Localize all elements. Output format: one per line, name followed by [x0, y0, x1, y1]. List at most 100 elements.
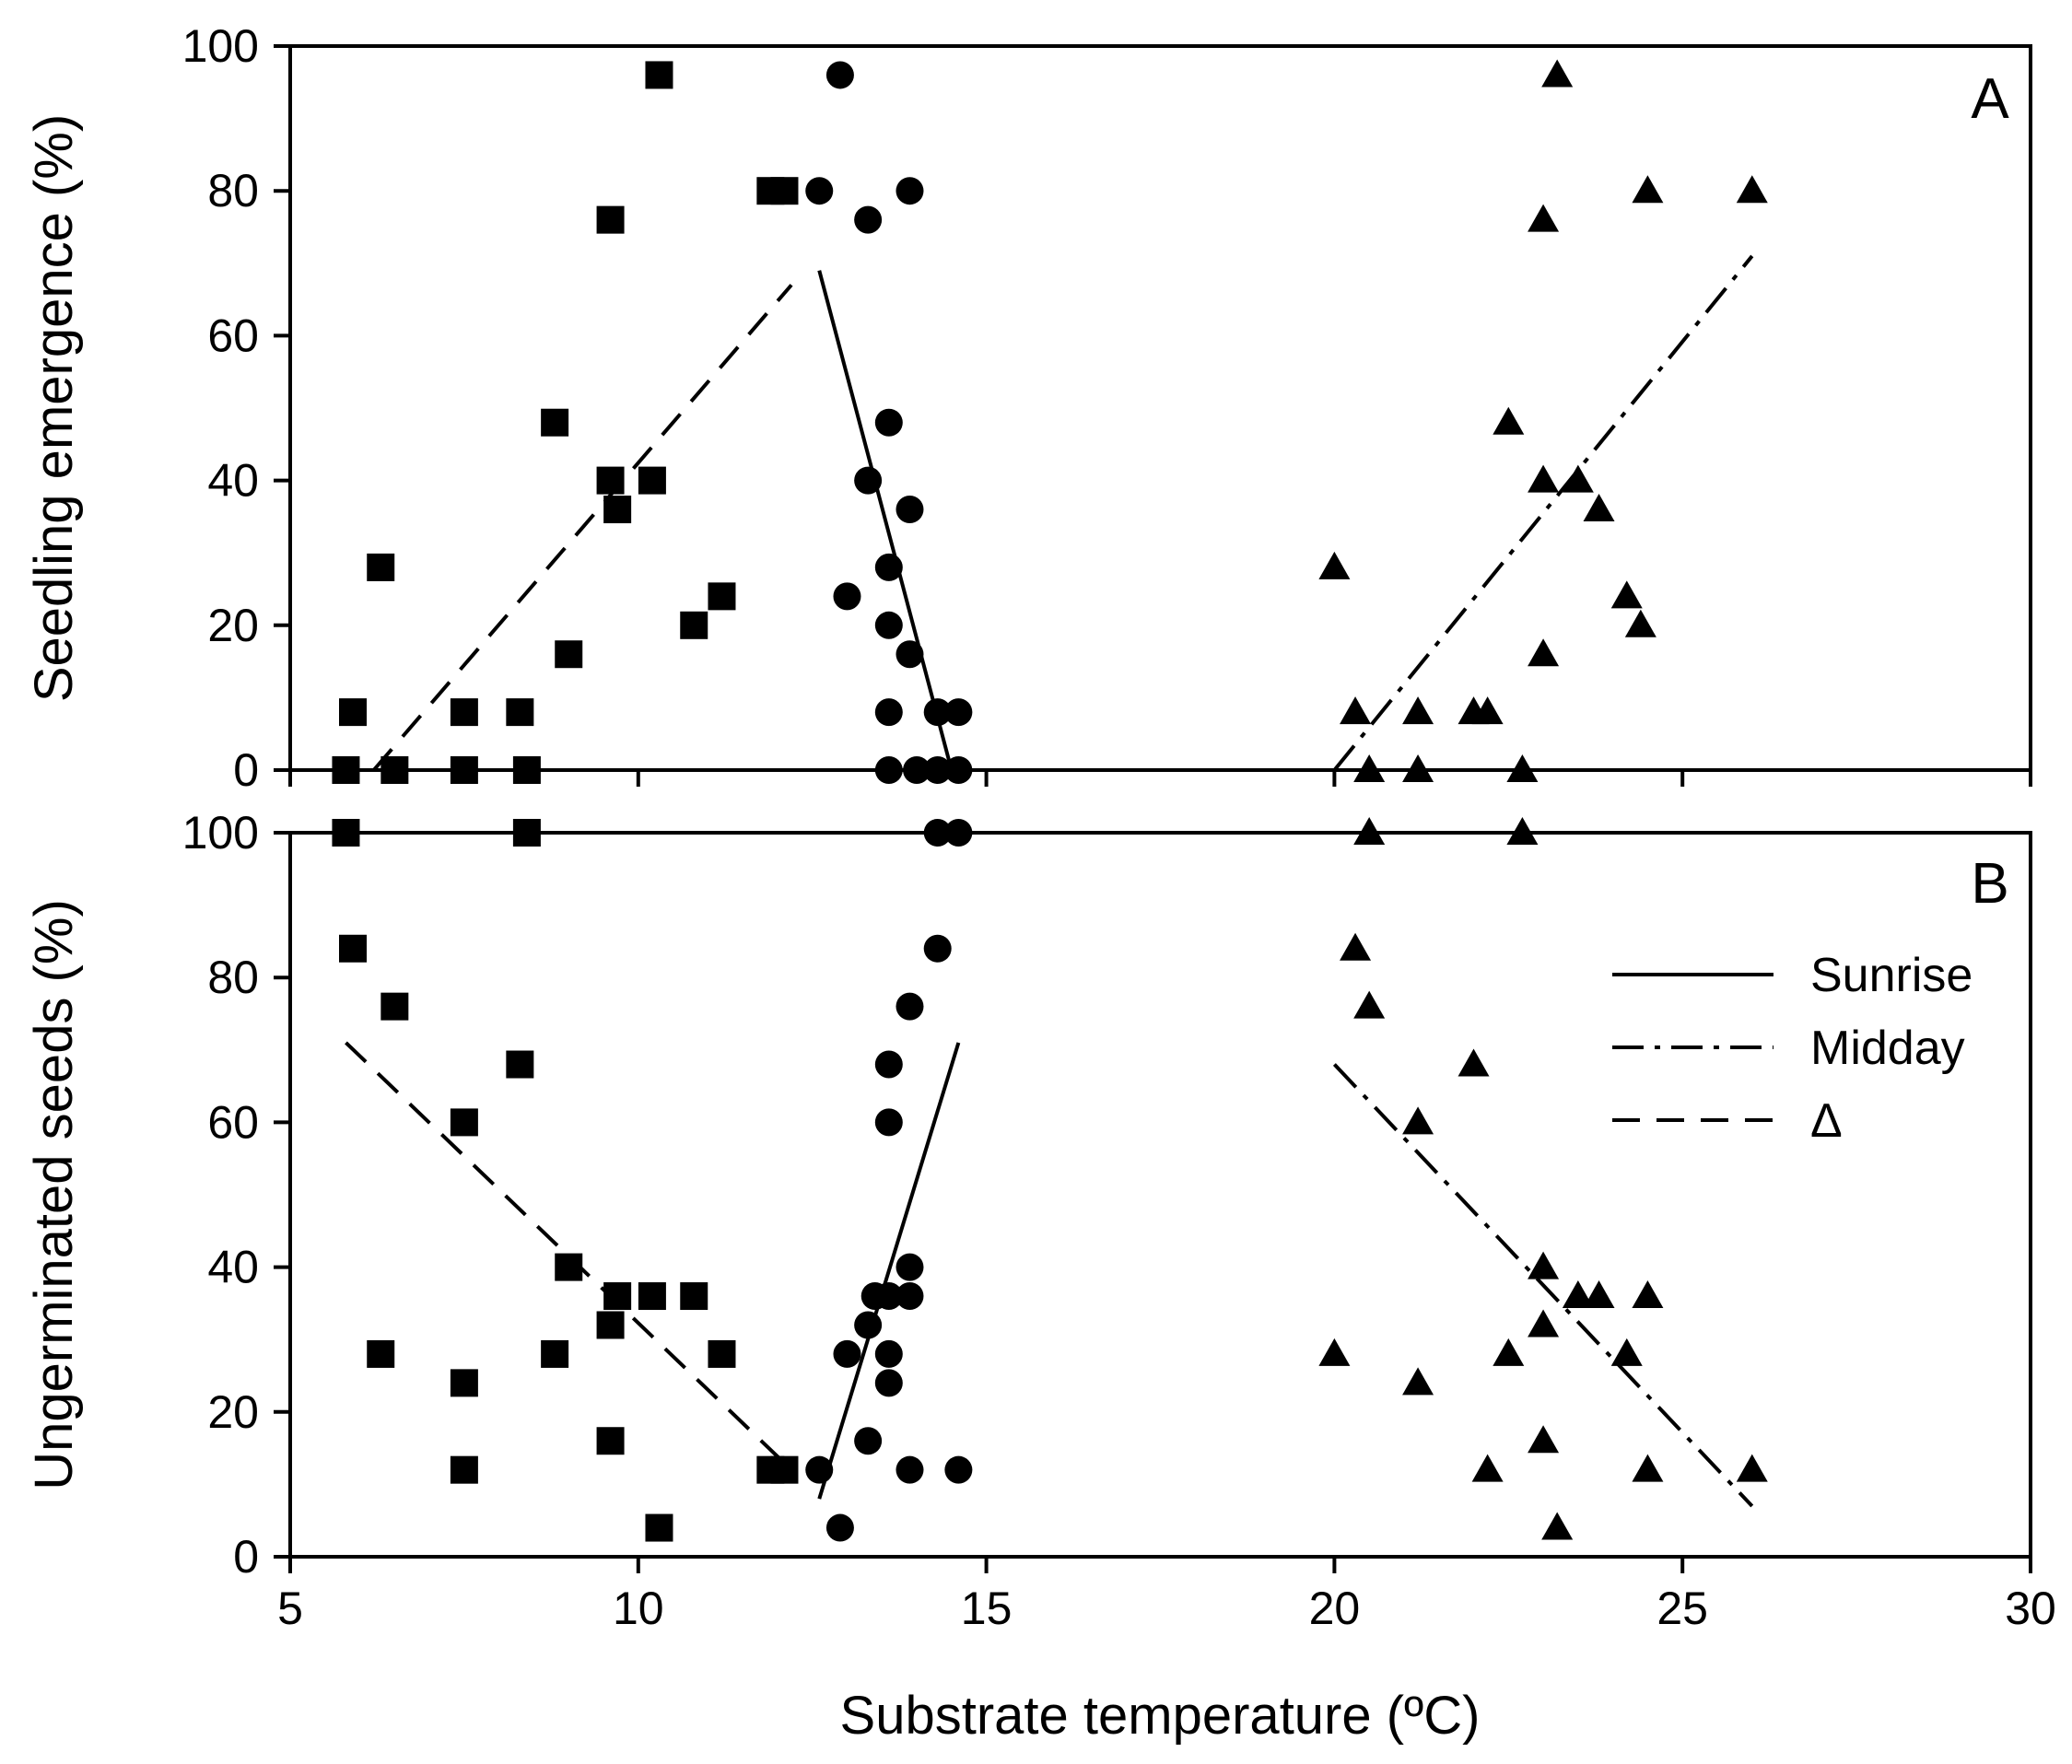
point-square — [380, 756, 409, 784]
point-square — [638, 1282, 666, 1311]
point-triangle — [1471, 696, 1504, 725]
x-tick-label: 5 — [277, 1583, 303, 1634]
point-circle — [896, 992, 924, 1021]
x-axis-title: Substrate temperature (ºC) — [840, 1686, 1481, 1746]
panel-b-y-tick-label: 0 — [233, 1531, 259, 1583]
point-circle — [805, 1455, 834, 1484]
panel-b-y-ticks: 0 20 40 60 80 100 — [182, 807, 290, 1583]
point-triangle — [1624, 609, 1656, 637]
point-square — [541, 1339, 569, 1368]
point-triangle — [1583, 494, 1615, 522]
point-circle — [825, 61, 854, 89]
point-circle — [854, 1427, 883, 1455]
point-triangle — [1541, 59, 1574, 88]
point-triangle — [1353, 754, 1386, 782]
panel-a-y-tick-label: 100 — [182, 20, 259, 72]
point-square — [506, 698, 534, 727]
point-square — [596, 466, 625, 495]
point-triangle — [1610, 1338, 1643, 1366]
point-circle — [944, 819, 973, 847]
point-circle — [874, 1108, 903, 1137]
point-square — [450, 1455, 478, 1484]
point-triangle — [1402, 754, 1434, 782]
point-square — [708, 1339, 736, 1368]
point-square — [596, 1311, 625, 1339]
point-circle — [805, 177, 834, 205]
panel-a-y-tick-label: 20 — [207, 600, 259, 651]
point-circle — [896, 1282, 924, 1311]
point-triangle — [1528, 1425, 1560, 1454]
point-triangle — [1506, 817, 1539, 845]
point-triangle — [1340, 696, 1372, 725]
point-triangle — [1541, 1512, 1574, 1540]
point-triangle — [1562, 1280, 1594, 1309]
point-circle — [903, 756, 931, 784]
point-circle — [874, 553, 903, 581]
panel-b-label: B — [1971, 852, 2008, 916]
panel-b-y-tick-label: 20 — [207, 1386, 259, 1438]
point-circle — [896, 496, 924, 524]
point-square — [603, 1282, 632, 1311]
point-circle — [944, 1455, 973, 1484]
fit-line-triangle — [1332, 254, 1754, 772]
point-triangle — [1528, 638, 1560, 667]
point-triangle — [1632, 1280, 1664, 1309]
point-circle — [854, 205, 883, 234]
point-triangle — [1318, 551, 1351, 579]
panel-b-y-tick-label: 60 — [207, 1096, 259, 1148]
point-circle — [874, 756, 903, 784]
point-square — [638, 466, 666, 495]
fit-line-square — [345, 1041, 793, 1472]
point-square — [512, 819, 541, 847]
point-triangle — [1583, 1280, 1615, 1309]
point-circle — [944, 756, 973, 784]
point-circle — [854, 1311, 883, 1339]
legend-label-midday: Midday — [1810, 1022, 1965, 1075]
point-circle — [825, 1513, 854, 1542]
point-circle — [833, 1339, 861, 1368]
point-triangle — [1353, 817, 1386, 845]
panel-a-y-axis-title: Seedling emergence (%) — [24, 114, 84, 702]
point-square — [506, 1050, 534, 1079]
legend-label-sunrise: Sunrise — [1810, 949, 1972, 1002]
point-triangle — [1493, 406, 1525, 435]
point-square — [645, 1513, 673, 1542]
point-circle — [874, 611, 903, 639]
point-square — [680, 611, 708, 639]
point-circle — [854, 466, 883, 495]
point-square — [450, 698, 478, 727]
x-tick-label: 10 — [613, 1583, 664, 1634]
point-square — [680, 1282, 708, 1311]
legend-label-delta: Δ — [1810, 1094, 1843, 1148]
fit-line-square — [372, 284, 793, 772]
point-circle — [944, 698, 973, 727]
point-square — [541, 408, 569, 437]
point-square — [332, 756, 360, 784]
x-tick-labels: 5 10 15 20 25 30 — [277, 1583, 2056, 1634]
point-circle — [874, 408, 903, 437]
panel-a-fit-lines — [372, 254, 1754, 772]
panel-b: B Ungerminated seeds (%) 0 20 40 60 80 100 — [24, 807, 2032, 1583]
x-tick-label: 25 — [1656, 1583, 1708, 1634]
point-triangle — [1340, 932, 1372, 961]
point-triangle — [1471, 1454, 1504, 1482]
point-circle — [923, 698, 952, 727]
panel-a-y-ticks: 0 20 40 60 80 100 — [182, 20, 290, 796]
point-triangle — [1736, 1454, 1768, 1482]
panel-a: A Seedling emergence (%) 0 20 40 60 80 100 — [24, 20, 2032, 796]
panel-a-x-ticks — [288, 770, 2032, 787]
point-triangle — [1528, 1251, 1560, 1279]
point-square — [708, 582, 736, 611]
point-triangle — [1632, 175, 1664, 204]
point-circle — [896, 1455, 924, 1484]
fit-line-triangle — [1332, 1063, 1754, 1508]
panel-a-points — [332, 59, 1768, 784]
point-triangle — [1457, 1048, 1490, 1077]
point-square — [770, 177, 799, 205]
panel-b-x-ticks — [288, 1557, 2032, 1573]
point-square — [450, 1108, 478, 1137]
point-square — [332, 819, 360, 847]
point-square — [645, 61, 673, 89]
point-square — [450, 756, 478, 784]
panel-a-y-tick-label: 60 — [207, 310, 259, 361]
